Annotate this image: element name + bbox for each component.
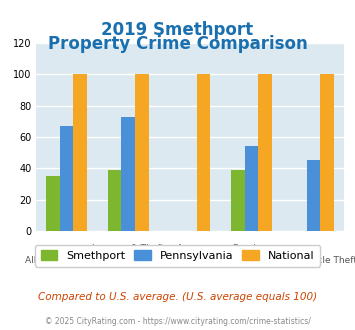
Bar bbox=[258, 74, 272, 231]
Bar bbox=[108, 170, 121, 231]
Bar bbox=[231, 170, 245, 231]
Text: Compared to U.S. average. (U.S. average equals 100): Compared to U.S. average. (U.S. average … bbox=[38, 292, 317, 302]
Bar bbox=[135, 74, 148, 231]
Bar bbox=[197, 74, 210, 231]
Bar bbox=[73, 74, 87, 231]
Bar bbox=[320, 74, 334, 231]
Legend: Smethport, Pennsylvania, National: Smethport, Pennsylvania, National bbox=[35, 245, 320, 267]
Bar bbox=[307, 160, 320, 231]
Text: 2019 Smethport: 2019 Smethport bbox=[102, 21, 253, 40]
Bar bbox=[60, 126, 73, 231]
Text: Motor Vehicle Theft: Motor Vehicle Theft bbox=[269, 256, 355, 265]
Text: All Property Crime: All Property Crime bbox=[25, 256, 108, 265]
Text: Larceny & Theft: Larceny & Theft bbox=[92, 244, 164, 252]
Text: Property Crime Comparison: Property Crime Comparison bbox=[48, 35, 307, 53]
Bar bbox=[46, 176, 60, 231]
Text: Burglary: Burglary bbox=[233, 244, 271, 252]
Text: Arson: Arson bbox=[177, 244, 203, 252]
Text: © 2025 CityRating.com - https://www.cityrating.com/crime-statistics/: © 2025 CityRating.com - https://www.city… bbox=[45, 317, 310, 326]
Bar bbox=[121, 116, 135, 231]
Bar bbox=[245, 147, 258, 231]
